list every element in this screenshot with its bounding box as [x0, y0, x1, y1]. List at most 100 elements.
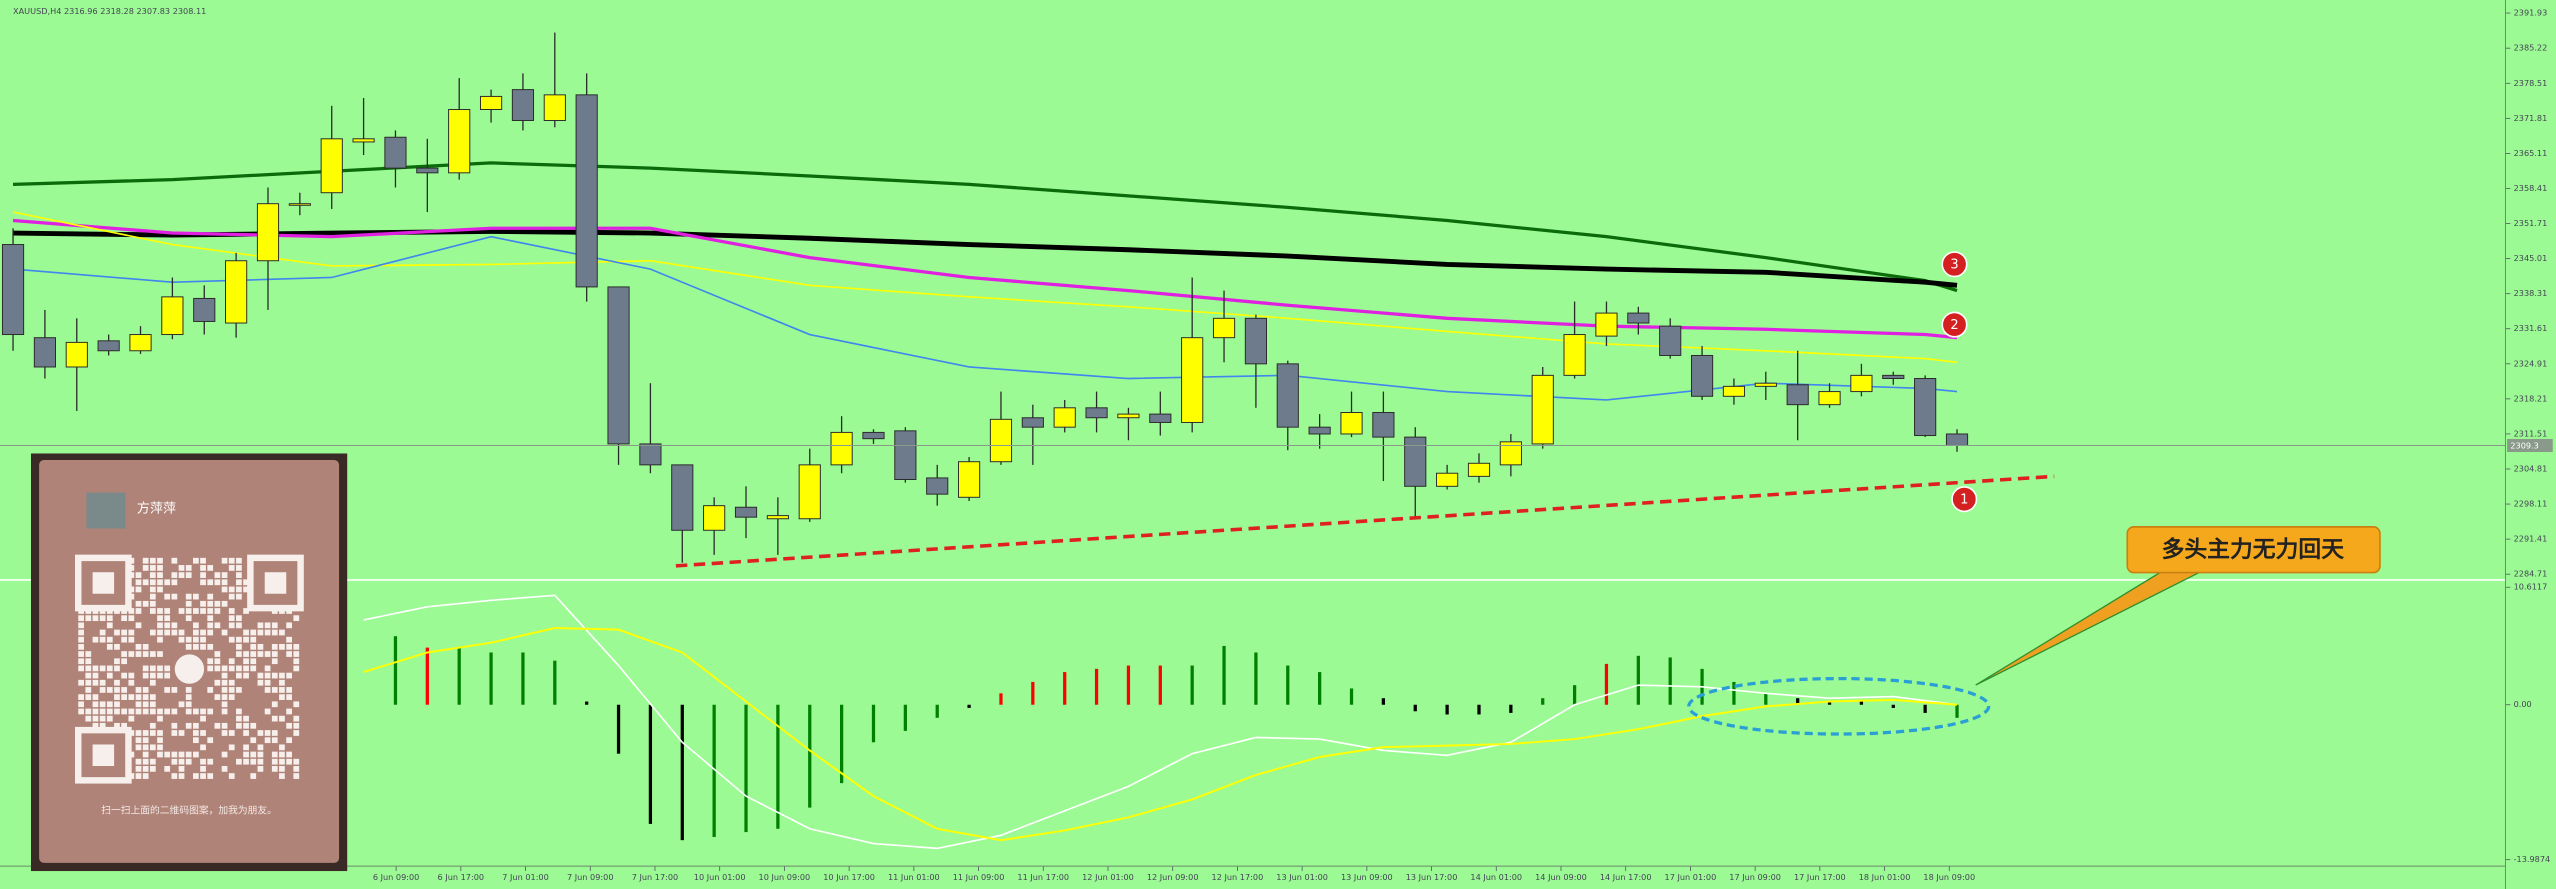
qr-module [142, 758, 149, 765]
histogram-bar [1349, 688, 1354, 705]
candle-body [1212, 317, 1236, 339]
qr-module [214, 608, 221, 614]
qr-module [78, 636, 84, 643]
qr-module [85, 679, 92, 686]
qr-module [228, 773, 235, 779]
qr-module [114, 629, 120, 636]
histogram-bar [744, 704, 748, 833]
qr-module [142, 766, 149, 772]
qr-module [228, 615, 235, 622]
qr-module [271, 766, 278, 772]
qr-module [135, 643, 142, 650]
qr-module [185, 722, 192, 729]
y-tick-label: 2304.81 [2514, 463, 2548, 473]
qr-module [271, 730, 278, 736]
qr-module [271, 751, 278, 758]
qr-module [243, 636, 249, 643]
qr-module [271, 737, 278, 744]
qr-module [99, 687, 106, 693]
qr-module [193, 643, 199, 650]
qr-module [257, 730, 264, 736]
qr-module [207, 665, 214, 672]
qr-module [250, 658, 257, 665]
qr-module [243, 722, 249, 729]
qr-module [99, 679, 106, 686]
qr-module [279, 694, 285, 700]
qr-module [171, 751, 178, 758]
marker: 1 [1951, 486, 1978, 513]
qr-module [78, 694, 84, 700]
qr-module [99, 665, 106, 672]
candle-body [33, 337, 56, 368]
qr-finder [75, 554, 132, 612]
qr-module [236, 687, 242, 693]
qr-module [293, 643, 300, 650]
qr-module [279, 766, 285, 772]
qr-module [157, 557, 163, 564]
x-tick-label: 18 Jun 01:00 [1859, 872, 1911, 882]
qr-module [149, 608, 156, 614]
qr-module [164, 622, 171, 629]
qr-module [200, 608, 206, 614]
qr-module [200, 773, 206, 779]
candle-body [256, 203, 280, 262]
qr-module [250, 751, 257, 758]
x-tick-label: 13 Jun 09:00 [1341, 872, 1393, 882]
histogram-bar [1254, 652, 1258, 705]
qr-module [221, 751, 228, 758]
qr-module [200, 565, 206, 571]
histogram-bar [616, 704, 621, 754]
qr-module [286, 694, 292, 700]
candle-body [1850, 374, 1873, 393]
qr-module [178, 636, 185, 643]
qr-module [221, 687, 228, 693]
y-tick-label: 2331.61 [2514, 323, 2548, 333]
qr-module [264, 651, 271, 657]
qr-module [99, 615, 106, 622]
qr-module [221, 600, 228, 607]
highlight-ellipse [1687, 676, 1991, 736]
histogram-bar [935, 704, 939, 718]
histogram-bar [839, 704, 844, 784]
qr-module [228, 665, 235, 672]
histogram-bar [393, 636, 398, 705]
qr-module [236, 565, 242, 571]
qr-module [171, 579, 178, 586]
qr-module [243, 579, 249, 586]
qr-module [92, 615, 99, 622]
qr-module [271, 701, 278, 708]
qr-module [214, 658, 221, 665]
qr-module [106, 672, 113, 679]
qr-module [149, 651, 156, 657]
qr-module [293, 615, 300, 622]
qr-module [178, 751, 185, 758]
histogram-bar [1318, 672, 1322, 705]
indicator-line [13, 228, 1958, 288]
qr-module [200, 708, 206, 715]
qr-module [135, 608, 142, 614]
qr-module [185, 687, 192, 693]
candle-body [894, 430, 917, 480]
qr-module [228, 730, 235, 736]
qr-module [228, 586, 235, 593]
histogram-bar [1764, 693, 1768, 705]
candle-body [639, 443, 662, 466]
qr-module [271, 643, 278, 650]
qr-module [221, 586, 228, 593]
qr-module [157, 565, 163, 571]
qr-module [200, 600, 206, 607]
candle-body [1754, 382, 1777, 387]
qr-module [178, 758, 185, 765]
candle-body [1, 244, 25, 336]
qr-module [135, 701, 142, 708]
qr-module [78, 651, 84, 657]
qr-module [250, 722, 257, 729]
y-tick-label: 2371.81 [2514, 113, 2548, 123]
current-price-box [2507, 438, 2553, 453]
histogram-bar [521, 652, 525, 705]
qr-module [171, 773, 178, 779]
qr-module [271, 715, 278, 722]
qr-module [286, 722, 292, 729]
y-tick-label: 10.6117 [2514, 582, 2548, 592]
